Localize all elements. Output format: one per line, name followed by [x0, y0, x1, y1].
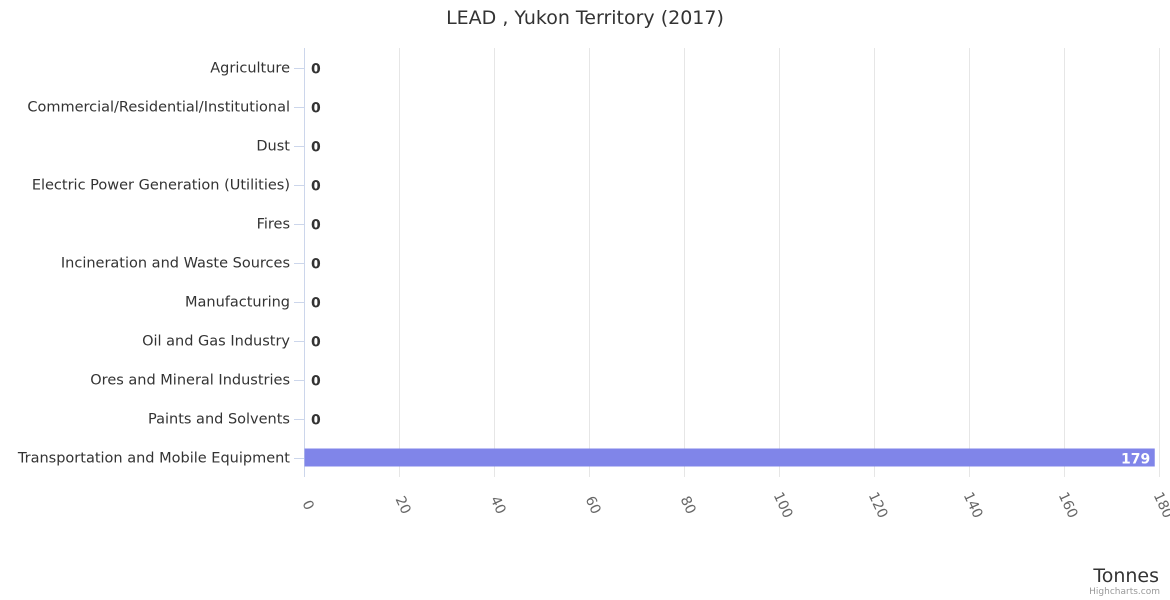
tick-label: 100 [770, 490, 796, 521]
data-label: 0 [311, 296, 321, 312]
tick-label: 120 [865, 490, 891, 521]
chart-title: LEAD , Yukon Territory (2017) [446, 7, 724, 29]
tick-label: 160 [1055, 490, 1081, 521]
tick-label: 60 [582, 494, 604, 517]
data-label: 0 [311, 374, 321, 390]
data-label: 0 [311, 335, 321, 351]
value-axis: 0 20 40 60 80 100 120 140 160 180 [298, 490, 1170, 521]
bars: 0 0 0 0 0 0 0 0 0 0 179 [304, 62, 1155, 468]
tick-label: 0 [298, 498, 316, 513]
tick-label: 80 [677, 494, 699, 517]
tick-label: 40 [487, 494, 509, 517]
tick-label: 20 [392, 494, 414, 517]
data-label: 0 [311, 62, 321, 78]
data-label: 0 [311, 257, 321, 273]
bar[interactable] [304, 448, 1155, 467]
tick-label: 180 [1150, 490, 1170, 521]
x-axis-title: Tonnes [1092, 565, 1159, 587]
category-label: Oil and Gas Industry [142, 334, 290, 350]
data-label: 179 [1121, 452, 1150, 468]
category-label: Manufacturing [185, 295, 290, 311]
category-label: Paints and Solvents [148, 412, 290, 428]
data-label: 0 [311, 218, 321, 234]
gridlines [399, 48, 1160, 477]
data-label: 0 [311, 101, 321, 117]
category-label: Fires [257, 217, 290, 233]
category-label: Transportation and Mobile Equipment [17, 451, 290, 467]
category-label: Electric Power Generation (Utilities) [32, 178, 290, 194]
category-label: Ores and Mineral Industries [90, 373, 290, 389]
category-label: Incineration and Waste Sources [61, 256, 290, 272]
category-label: Agriculture [210, 61, 290, 77]
category-axis: Agriculture Commercial/Residential/Instit… [17, 48, 305, 477]
credits-link[interactable]: Highcharts.com [1089, 587, 1160, 597]
data-label: 0 [311, 413, 321, 429]
category-label: Dust [256, 139, 290, 155]
tick-label: 140 [960, 490, 986, 521]
data-label: 0 [311, 140, 321, 156]
data-label: 0 [311, 179, 321, 195]
category-label: Commercial/Residential/Institutional [27, 100, 290, 116]
